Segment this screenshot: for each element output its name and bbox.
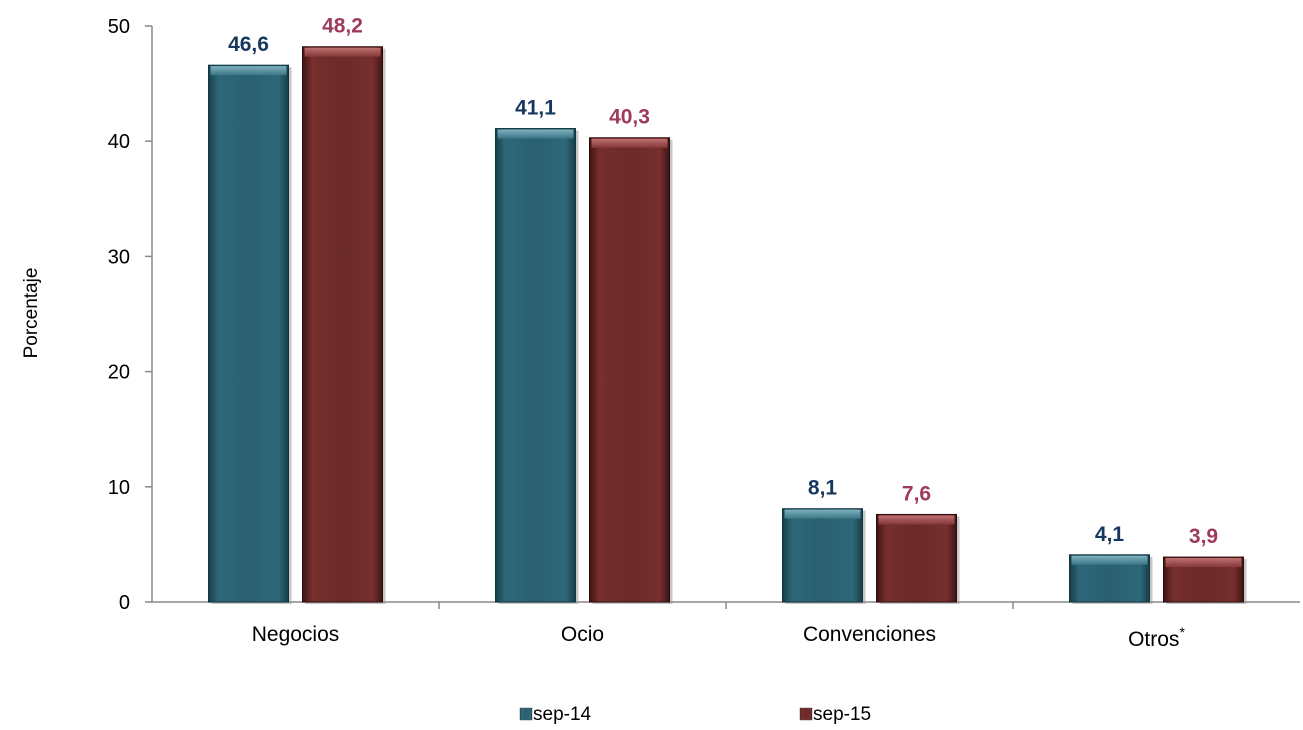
y-axis-label: Porcentaje bbox=[21, 268, 42, 359]
legend-label: sep-15 bbox=[813, 704, 871, 725]
legend-swatch bbox=[519, 707, 533, 721]
x-category-label: Convenciones bbox=[803, 623, 936, 646]
y-tick-label: 10 bbox=[108, 477, 130, 499]
data-label: 7,6 bbox=[902, 482, 931, 505]
data-label: 48,2 bbox=[322, 15, 363, 38]
bar-sep-14-otros bbox=[1069, 554, 1153, 604]
data-label: 40,3 bbox=[609, 106, 650, 129]
x-category-label: Ocio bbox=[561, 623, 604, 646]
bar-sep-14-negocios bbox=[208, 64, 292, 605]
bar-sep-15-negocios bbox=[302, 46, 386, 604]
legend-item-sep-15: sep-15 bbox=[799, 704, 871, 725]
bar-sep-15-convenciones bbox=[876, 513, 960, 604]
data-label: 8,1 bbox=[808, 477, 838, 500]
x-category-label: Otros* bbox=[1128, 624, 1185, 651]
data-label: 46,6 bbox=[228, 33, 269, 56]
bar-sep-15-otros bbox=[1163, 556, 1247, 604]
bar-sep-14-ocio bbox=[495, 128, 579, 604]
data-label: 4,1 bbox=[1095, 523, 1125, 546]
y-tick-label: 20 bbox=[108, 362, 130, 384]
legend-label: sep-14 bbox=[533, 704, 592, 725]
data-label: 41,1 bbox=[515, 97, 556, 120]
y-tick-label: 50 bbox=[108, 16, 130, 38]
data-label: 3,9 bbox=[1189, 525, 1218, 548]
bar-sep-14-convenciones bbox=[782, 508, 866, 604]
y-tick-label: 40 bbox=[108, 131, 130, 153]
legend-swatch bbox=[799, 707, 813, 721]
bar-sep-15-ocio bbox=[589, 137, 673, 604]
y-tick-label: 0 bbox=[119, 592, 130, 614]
x-category-label: Negocios bbox=[252, 623, 340, 646]
legend-item-sep-14: sep-14 bbox=[519, 704, 592, 725]
y-tick-label: 30 bbox=[108, 246, 130, 268]
